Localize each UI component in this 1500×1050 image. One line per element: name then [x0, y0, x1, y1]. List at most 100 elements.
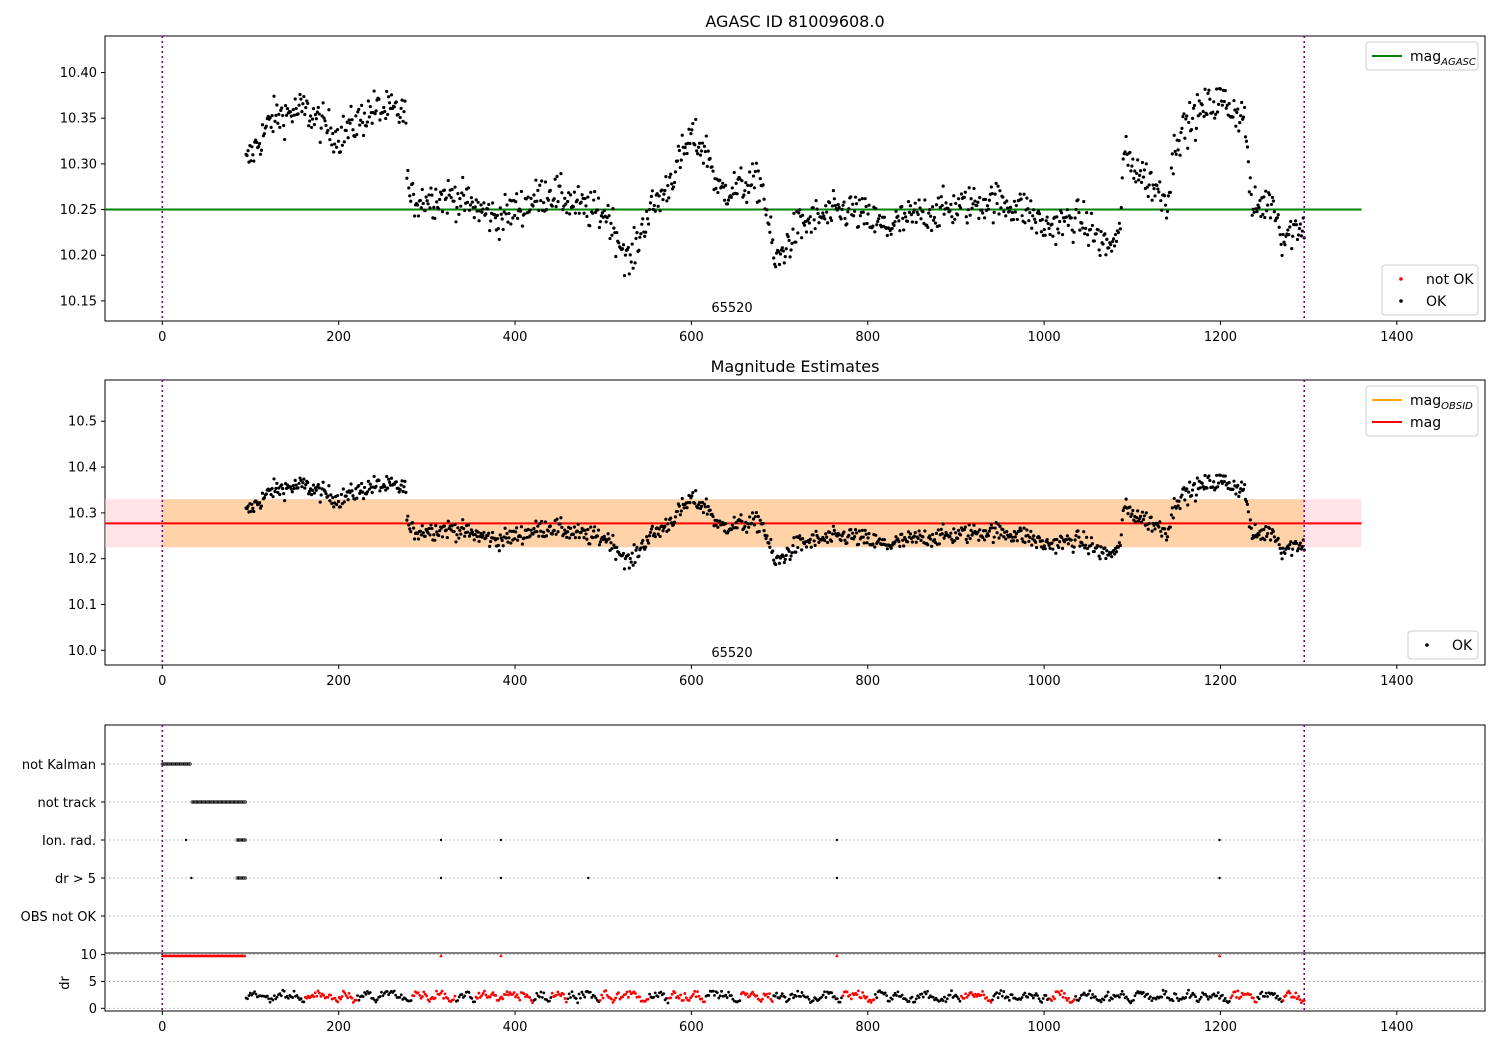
ok-point	[653, 535, 657, 539]
ok-point	[356, 110, 360, 114]
ok-point	[835, 208, 839, 212]
dr-point-ok	[893, 991, 897, 995]
dr-point-not-ok	[478, 995, 482, 999]
ok-point	[472, 538, 476, 542]
ok-point	[421, 531, 425, 535]
dr-point-not-ok	[751, 990, 754, 994]
ok-point	[1203, 473, 1207, 478]
ok-point	[900, 532, 904, 536]
ok-point	[604, 220, 608, 224]
ok-point	[522, 212, 526, 216]
ok-point	[339, 492, 344, 497]
dr-point-ok	[295, 994, 299, 997]
ok-point	[1142, 168, 1147, 172]
ok-point	[416, 214, 421, 218]
panel1-ytick-label: 10.30	[60, 157, 97, 172]
ok-point	[1040, 217, 1044, 222]
ok-point	[550, 532, 554, 536]
panel2-ok-points	[244, 473, 1306, 571]
ok-point	[528, 208, 532, 212]
ok-point	[251, 153, 255, 157]
ok-point	[1290, 247, 1294, 251]
dr-point-ok	[1118, 995, 1121, 999]
ok-point	[1141, 175, 1146, 179]
ok-point	[626, 553, 630, 557]
panel1-legend-box	[1365, 41, 1479, 71]
ok-point	[602, 534, 606, 538]
dr-point-ok	[1160, 995, 1164, 999]
ok-point	[730, 523, 734, 527]
ok-point	[846, 210, 850, 214]
ok-point	[756, 169, 760, 173]
ok-point	[808, 537, 812, 542]
ok-point	[653, 209, 657, 213]
ok-point	[639, 546, 643, 550]
ok-point	[622, 567, 627, 571]
ok-point	[1071, 550, 1075, 554]
ok-point	[885, 547, 889, 551]
ok-point	[349, 482, 353, 486]
dr-point-ok	[392, 989, 396, 993]
ok-point	[989, 185, 993, 189]
dr-point-not-ok	[480, 994, 484, 997]
ok-point	[995, 531, 999, 535]
ok-point	[796, 231, 800, 235]
ok-point	[1198, 486, 1202, 490]
ok-point	[259, 148, 264, 152]
ok-point	[800, 548, 804, 552]
ok-point	[1206, 91, 1210, 96]
ok-point	[796, 545, 800, 550]
ok-point	[769, 537, 773, 542]
ok-point	[756, 514, 760, 519]
ok-point	[1236, 107, 1240, 111]
dr-point-ok	[1102, 998, 1106, 1002]
dr-point-ok	[713, 993, 716, 997]
ok-point	[488, 228, 492, 233]
ok-point	[748, 515, 752, 519]
ok-point	[402, 485, 406, 489]
dr-point-ok	[302, 1000, 306, 1004]
dr-point-ok	[957, 997, 960, 1001]
dr-point-not-ok	[416, 991, 420, 995]
ok-point	[420, 524, 424, 528]
dr-point-ok	[941, 999, 945, 1002]
ok-point	[280, 106, 284, 110]
dr-point-not-ok	[625, 990, 629, 994]
dr-point-not-ok	[964, 992, 968, 996]
ok-point	[1060, 233, 1065, 237]
ok-point	[1132, 176, 1136, 180]
dr-point-ok	[579, 996, 582, 1000]
ok-point	[978, 196, 982, 200]
ok-point	[326, 494, 330, 498]
ok-point	[1013, 535, 1017, 539]
ok-point	[832, 528, 836, 532]
ok-point	[1011, 217, 1016, 222]
dr-point-ok	[590, 996, 594, 999]
flag-row-label: Ion. rad.	[42, 834, 96, 849]
ok-point	[1137, 178, 1141, 182]
ok-point	[1177, 499, 1181, 503]
dr-point-ok	[917, 996, 921, 999]
ok-point	[851, 202, 855, 206]
ok-point	[877, 217, 881, 221]
dr-point-not-ok	[769, 997, 773, 1001]
ok-point	[1128, 505, 1132, 509]
ok-point	[1153, 194, 1157, 198]
ok-point	[1168, 525, 1173, 529]
ok-point	[486, 207, 490, 211]
dr-point-ok	[888, 999, 891, 1003]
ok-point	[1241, 487, 1246, 491]
ok-point	[994, 181, 998, 185]
panel1-frame	[104, 35, 1486, 322]
ok-point	[285, 106, 290, 111]
ok-point	[650, 524, 654, 528]
ok-point	[600, 211, 604, 215]
ok-point	[252, 159, 256, 163]
ok-point	[1271, 529, 1276, 534]
ok-point	[1066, 542, 1070, 546]
ok-point	[335, 127, 340, 132]
ok-point	[918, 206, 922, 210]
dr-point-not-ok	[872, 998, 876, 1002]
ok-point	[355, 132, 359, 137]
ok-point	[916, 536, 920, 540]
